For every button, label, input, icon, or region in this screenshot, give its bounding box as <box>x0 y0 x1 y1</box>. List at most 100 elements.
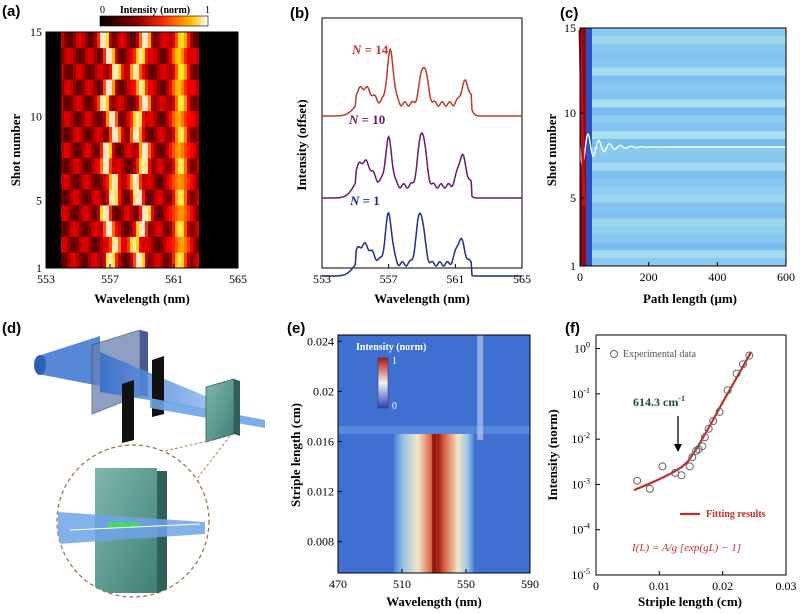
heatmap-cell <box>172 110 176 127</box>
heatmap-cell <box>76 236 80 253</box>
heatmap-cell <box>49 94 53 112</box>
heatmap-cell <box>133 252 137 269</box>
data-point <box>745 351 754 360</box>
heatmap-cell <box>136 47 140 64</box>
y-tick-label: 10-2 <box>571 431 590 446</box>
panel-e-colorbar-min: 0 <box>392 401 397 412</box>
heatmap-cell <box>61 142 65 159</box>
heatmap-cell <box>103 47 107 64</box>
heatmap-cell <box>91 126 95 143</box>
heatmap-cell <box>226 157 230 174</box>
heatmap-cell <box>73 220 77 237</box>
heatmap-band <box>580 250 786 259</box>
heatmap-cell <box>166 47 170 64</box>
heatmap-cell <box>187 157 191 174</box>
heatmap-cell <box>226 252 230 269</box>
heatmap-cell <box>115 157 119 174</box>
heatmap-cell <box>127 79 131 96</box>
heatmap-cell <box>193 205 197 222</box>
heatmap-cell <box>64 110 68 127</box>
heatmap-cell <box>211 32 215 49</box>
heatmap-cell <box>118 79 122 96</box>
heatmap-cell <box>112 220 116 237</box>
heatmap-cell <box>61 126 65 143</box>
heatmap-cell <box>100 126 104 143</box>
heatmap-cell <box>166 110 170 127</box>
heatmap-cell <box>175 236 179 253</box>
heatmap-cell <box>208 63 212 80</box>
heatmap-cell <box>223 142 227 159</box>
panel-a-heatmap <box>46 32 239 269</box>
heatmap-cell <box>199 94 203 112</box>
heatmap-cell <box>232 79 236 96</box>
heatmap-cell <box>154 126 158 143</box>
heatmap-cell <box>157 220 161 237</box>
heatmap-cell <box>115 220 119 237</box>
heatmap-cell <box>61 220 65 237</box>
heatmap-cell <box>223 47 227 64</box>
heatmap-cell <box>64 205 68 222</box>
heatmap-cell <box>67 142 71 159</box>
gain-region <box>108 522 138 528</box>
heatmap-cell <box>52 79 56 96</box>
heatmap-cell <box>214 94 218 112</box>
heatmap-cell <box>229 110 233 127</box>
heatmap-cell <box>70 220 74 237</box>
heatmap-cell <box>94 157 98 174</box>
heatmap-band <box>580 210 786 219</box>
heatmap-cell <box>112 94 116 112</box>
heatmap-cell <box>106 142 110 159</box>
data-point <box>633 476 642 485</box>
heatmap-cell <box>175 32 179 49</box>
heatmap-cell <box>193 126 197 143</box>
data-point <box>704 424 713 433</box>
heatmap-cell <box>97 110 101 127</box>
heatmap-cell <box>226 110 230 127</box>
heatmap-cell <box>166 220 170 237</box>
x-tick-label: 600 <box>777 270 795 284</box>
data-point <box>685 462 694 471</box>
heatmap-cell <box>103 79 107 96</box>
heatmap-band <box>580 258 786 267</box>
heatmap-cell <box>64 252 68 269</box>
heatmap-band <box>580 107 786 116</box>
heatmap-cell <box>235 63 239 80</box>
heatmap-cell <box>205 173 209 190</box>
heatmap-cell <box>199 157 203 174</box>
heatmap-cell <box>193 110 197 127</box>
heatmap-cell <box>103 252 107 269</box>
heatmap-cell <box>175 126 179 143</box>
heatmap-band <box>580 147 786 156</box>
heatmap-cell <box>76 94 80 112</box>
heatmap-cell <box>163 110 167 127</box>
heatmap-cell <box>82 94 86 112</box>
heatmap-cell <box>232 252 236 269</box>
heatmap-cell <box>55 173 59 190</box>
heatmap-cell <box>151 157 155 174</box>
heatmap-cell <box>172 47 176 64</box>
heatmap-cell <box>214 220 218 237</box>
heatmap-cell <box>58 189 62 206</box>
heatmap-cell <box>211 94 215 112</box>
heatmap-cell <box>217 252 221 269</box>
heatmap-cell <box>223 79 227 96</box>
heatmap-cell <box>52 110 56 127</box>
heatmap-cell <box>82 47 86 64</box>
heatmap-cell <box>67 173 71 190</box>
x-tick-label: 565 <box>229 272 247 286</box>
y-tick-label: 10-1 <box>571 386 590 401</box>
heatmap-band <box>580 35 786 45</box>
heatmap-cell <box>139 252 143 269</box>
heatmap-cell <box>190 94 194 112</box>
heatmap-cell <box>67 252 71 269</box>
heatmap-cell <box>178 205 182 222</box>
heatmap-cell <box>187 110 191 127</box>
heatmap-cell <box>106 79 110 96</box>
heatmap-cell <box>109 142 113 159</box>
panel-e: (e) Intensity (norm) 1 0 470 510 550 590 0.… <box>287 320 539 609</box>
heatmap-cell <box>79 173 83 190</box>
heatmap-cell <box>49 110 53 127</box>
heatmap-cell <box>205 205 209 222</box>
heatmap-cell <box>190 126 194 143</box>
heatmap-cell <box>46 63 50 80</box>
